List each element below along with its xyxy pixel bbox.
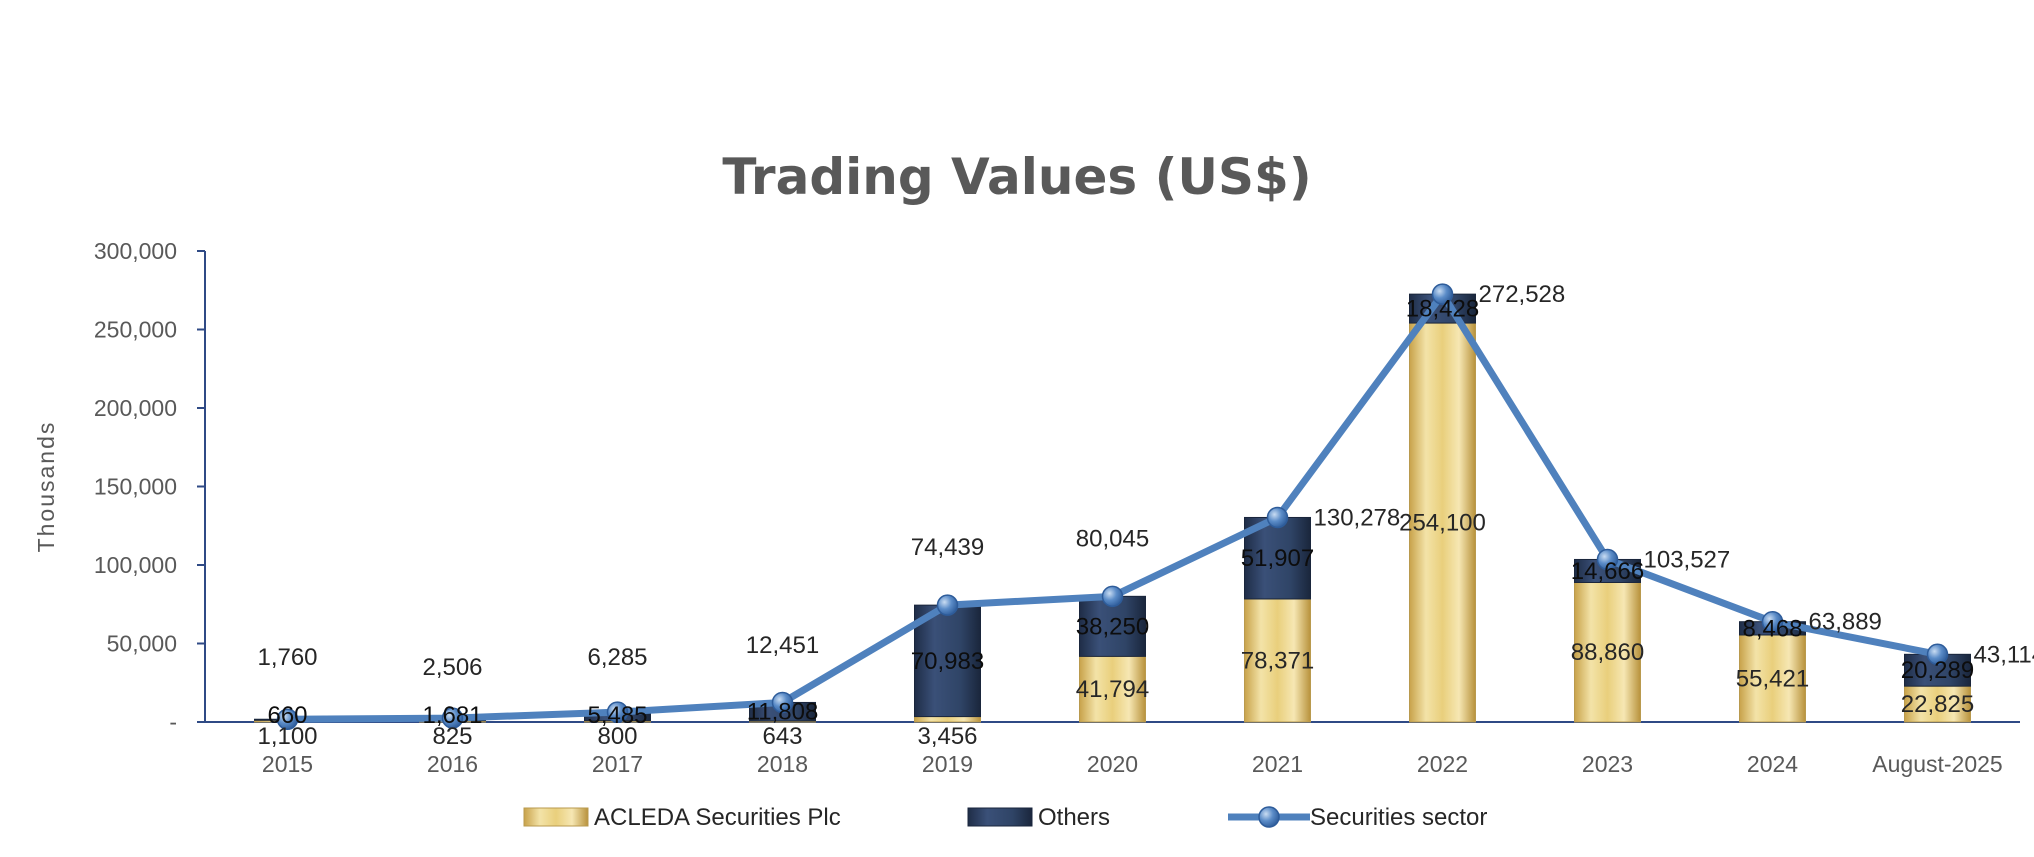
data-label-acleda: 1,100 [257, 723, 317, 750]
legend-item: Others [967, 804, 1110, 831]
line-point [1596, 548, 1619, 571]
data-label-acleda: 55,421 [1736, 665, 1809, 692]
data-label-acleda: 825 [432, 723, 472, 750]
data-label-others: 1,681 [422, 702, 482, 729]
data-label-others: 5,485 [587, 702, 647, 729]
bar-acleda [1574, 581, 1641, 723]
line-point [1101, 585, 1124, 608]
data-label-securities-sector: 43,114 [1974, 641, 2034, 668]
line-point [606, 701, 629, 723]
line-point [276, 708, 299, 730]
legend-swatch-acleda [523, 807, 589, 827]
data-label-securities-sector: 1,760 [257, 644, 317, 671]
bar-acleda [1244, 598, 1311, 723]
legend-label-acleda: ACLEDA Securities Plc [594, 804, 841, 831]
data-label-securities-sector: 74,439 [911, 534, 984, 561]
data-label-acleda: 22,825 [1901, 691, 1974, 718]
y-tick-label: 200,000 [94, 395, 177, 421]
data-label-securities-sector: 12,451 [746, 632, 819, 659]
data-label-others: 8,468 [1742, 615, 1802, 642]
x-tick-label: 2017 [592, 751, 643, 777]
data-label-securities-sector: 80,045 [1076, 525, 1149, 552]
data-label-acleda: 41,794 [1076, 676, 1149, 703]
data-label-acleda: 78,371 [1241, 647, 1314, 674]
data-label-securities-sector: 103,527 [1644, 546, 1731, 573]
line-point [1266, 506, 1289, 529]
data-labels: 1,100 825 800 643 3,456 41,794 78,371 254,100 88… [257, 281, 2034, 750]
line-point [1761, 610, 1784, 633]
legend-marker [1258, 806, 1280, 828]
x-tick-label: August-2025 [1872, 751, 2002, 777]
data-label-others: 18,428 [1406, 296, 1479, 323]
x-tick-label: 2023 [1582, 751, 1633, 777]
line-layer [276, 283, 1949, 730]
data-label-others: 14,666 [1571, 558, 1644, 585]
y-axis-title: Thousands [33, 421, 59, 553]
x-tick-label: 2021 [1252, 751, 1303, 777]
data-label-others: 20,289 [1901, 657, 1974, 684]
bar-acleda [1904, 685, 1971, 723]
legend-label-securities-sector: Securities sector [1310, 804, 1487, 831]
x-tick-label: 2020 [1087, 751, 1138, 777]
data-label-others: 11,808 [747, 699, 819, 726]
data-label-securities-sector: 130,278 [1314, 504, 1401, 531]
x-tick-label: 2015 [262, 751, 313, 777]
data-label-others: 70,983 [911, 648, 984, 675]
y-tick-label: - [169, 709, 177, 735]
y-tick-label: 250,000 [94, 317, 177, 343]
line-point [1926, 643, 1949, 666]
y-tick-label: 100,000 [94, 552, 177, 578]
data-label-others: 38,250 [1076, 613, 1149, 640]
y-tick-label: 50,000 [107, 631, 177, 657]
chart-title: Trading Values (US$) [722, 148, 1312, 206]
line-point [936, 594, 959, 616]
x-tick-label: 2022 [1417, 751, 1468, 777]
line-point [441, 707, 464, 729]
legend-item: ACLEDA Securities Plc [523, 804, 841, 831]
legend-swatch-others [967, 807, 1033, 827]
x-tick-label: 2016 [427, 751, 478, 777]
line-point [1431, 283, 1454, 305]
line-point [771, 691, 794, 714]
bar-acleda [1079, 655, 1146, 723]
data-label-securities-sector: 63,889 [1809, 609, 1882, 636]
data-label-securities-sector: 6,285 [587, 644, 647, 671]
x-tick-label: 2024 [1747, 751, 1798, 777]
axes: - 50,000 100,000 150,000 200,000 250,000 300,0… [33, 238, 2020, 777]
data-label-acleda: 800 [597, 723, 637, 750]
legend: ACLEDA Securities Plc Others Securities se… [523, 804, 1487, 831]
data-label-acleda: 88,860 [1571, 639, 1644, 666]
data-label-securities-sector: 2,506 [422, 654, 482, 681]
bars [254, 293, 1971, 723]
data-label-securities-sector: 272,528 [1479, 281, 1566, 308]
data-label-acleda: 3,456 [917, 723, 977, 750]
bar-acleda [914, 716, 981, 723]
data-label-others: 660 [267, 702, 307, 729]
y-tick-label: 300,000 [94, 238, 177, 264]
data-label-acleda: 643 [762, 723, 802, 750]
bar-acleda [1409, 322, 1476, 723]
x-tick-label: 2019 [922, 751, 973, 777]
y-tick-label: 150,000 [94, 474, 177, 500]
data-label-acleda: 254,100 [1399, 510, 1486, 537]
x-tick-label: 2018 [757, 751, 808, 777]
legend-item: Securities sector [1228, 804, 1487, 831]
data-label-others: 51,907 [1241, 545, 1314, 572]
legend-label-others: Others [1038, 804, 1110, 831]
